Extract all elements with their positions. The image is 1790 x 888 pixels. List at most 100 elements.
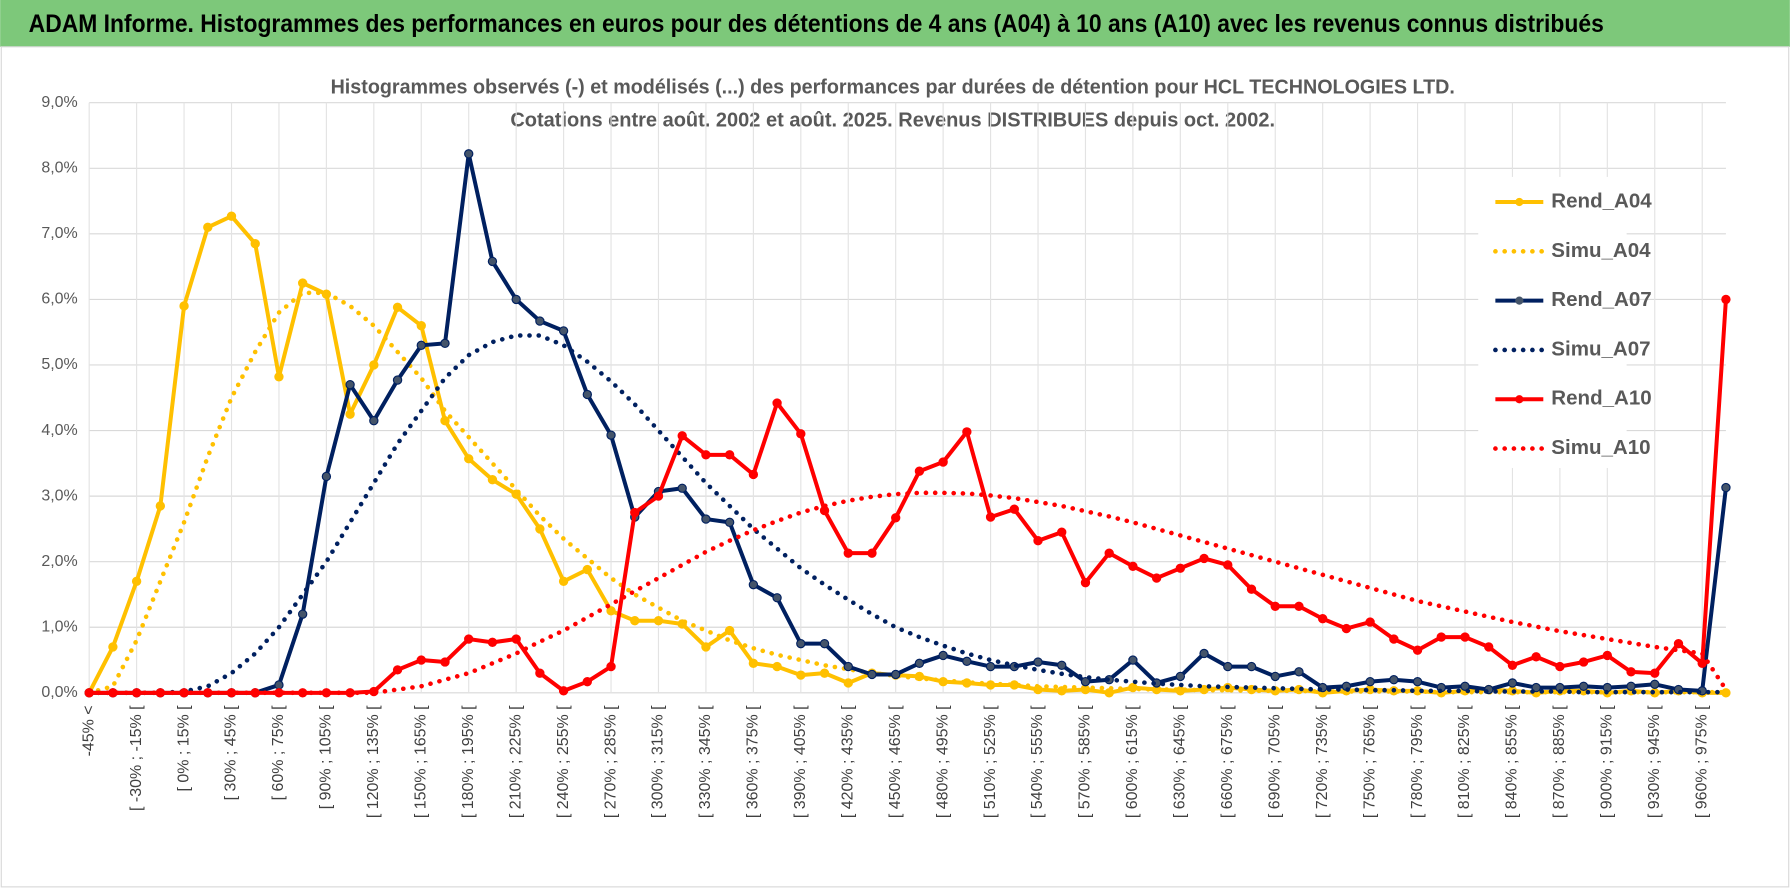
point: [1009, 504, 1019, 514]
banner: [0, 0, 1790, 47]
x-tick-label: [ 120% ; 135% [: [365, 705, 382, 818]
series-line: [86, 490, 1729, 696]
point: [440, 657, 450, 667]
legend: Rend_A04 Simu_A04 Rend_A07 Simu_A07 Rend_A10…: [1493, 189, 1652, 459]
point: [1199, 648, 1209, 659]
point: [1602, 650, 1613, 661]
legend-label: Rend_A10: [1551, 387, 1651, 410]
point: [1555, 661, 1565, 672]
point: [416, 655, 426, 665]
point: [748, 658, 759, 668]
chart-border: [0, 46, 1790, 888]
point: [796, 670, 806, 680]
point: [630, 507, 640, 518]
point: [297, 609, 308, 619]
point: [701, 450, 711, 460]
point: [914, 466, 925, 476]
y-tick-label: 3,0%: [41, 487, 77, 504]
point: [1175, 671, 1186, 682]
point: [653, 491, 664, 501]
point: [1578, 657, 1589, 667]
point: [392, 665, 403, 675]
point: [867, 669, 877, 680]
point: [701, 642, 711, 652]
point: [1270, 601, 1280, 611]
point: [345, 409, 355, 419]
point: [1080, 676, 1091, 687]
point: [962, 656, 972, 667]
x-tick-label: [ 540% ; 555% [: [1029, 705, 1046, 818]
point: [131, 576, 142, 587]
point: [416, 320, 426, 331]
x-tick-label: [ -30% ; -15% [: [128, 705, 145, 811]
legend-label: Simu_A10: [1551, 436, 1650, 459]
x-tick-label: [ 690% ; 705% [: [1266, 705, 1283, 818]
point: [938, 650, 948, 661]
series-line: [86, 290, 1729, 696]
x-tick-label: [ 840% ; 855% [: [1504, 705, 1521, 818]
point: [1033, 536, 1043, 546]
x-tick-label: [ 0% ; 15% [: [175, 705, 192, 792]
point: [606, 661, 616, 672]
point: [796, 429, 806, 439]
x-tick-label: [ 30% ; 45% [: [223, 705, 240, 801]
y-tick-label: 8,0%: [41, 160, 77, 177]
point: [226, 211, 237, 221]
point: [274, 680, 284, 690]
point: [1199, 553, 1209, 564]
point: [724, 625, 735, 636]
point: [724, 517, 735, 528]
point: [914, 658, 925, 668]
legend-label: Simu_A04: [1551, 239, 1651, 262]
point: [1412, 676, 1423, 687]
y-tick-label: 2,0%: [41, 553, 77, 570]
point: [819, 668, 830, 678]
legend-label: Rend_A07: [1551, 288, 1651, 311]
x-tick-label: [ 510% ; 525% [: [982, 705, 999, 818]
x-tick-label: [ 270% ; 285% [: [602, 705, 619, 818]
point: [511, 294, 521, 305]
point: [1626, 681, 1636, 691]
point: [511, 634, 521, 644]
legend-box: [1478, 176, 1627, 468]
point: [772, 661, 782, 672]
y-tick-label: 1,0%: [41, 618, 77, 635]
point: [535, 668, 545, 678]
point: [321, 471, 332, 482]
point: [535, 524, 545, 534]
point: [1626, 667, 1636, 677]
point: [891, 513, 901, 523]
point: [392, 375, 403, 385]
legend-label: Rend_A04: [1551, 189, 1652, 212]
point: [1436, 632, 1446, 642]
point: [274, 372, 284, 382]
point: [558, 686, 569, 696]
x-tick-label: [ 750% ; 765% [: [1361, 705, 1378, 818]
point: [1507, 678, 1518, 688]
x-tick-label: [ 150% ; 165% [: [412, 705, 429, 818]
point: [1507, 660, 1518, 670]
point: [1057, 660, 1067, 670]
x-tick-label: [ 210% ; 225% [: [507, 705, 524, 818]
legend-marker: [1515, 296, 1524, 305]
series-line: [86, 333, 1729, 696]
point: [345, 379, 355, 390]
point: [297, 278, 308, 288]
point: [843, 678, 853, 688]
point: [1151, 573, 1162, 583]
point: [203, 222, 213, 232]
y-tick-label: 0,0%: [41, 684, 77, 701]
point: [108, 642, 118, 652]
point: [369, 416, 379, 426]
x-tick-label: [ 960% ; 975% [: [1693, 705, 1710, 818]
point: [1460, 681, 1470, 691]
point: [1294, 667, 1304, 677]
point: [1721, 294, 1731, 305]
point: [1412, 645, 1423, 655]
point: [1531, 652, 1541, 662]
x-tick-label: [ 330% ; 345% [: [697, 705, 714, 818]
point: [392, 302, 403, 312]
point: [1246, 584, 1257, 594]
point: [1317, 614, 1328, 624]
